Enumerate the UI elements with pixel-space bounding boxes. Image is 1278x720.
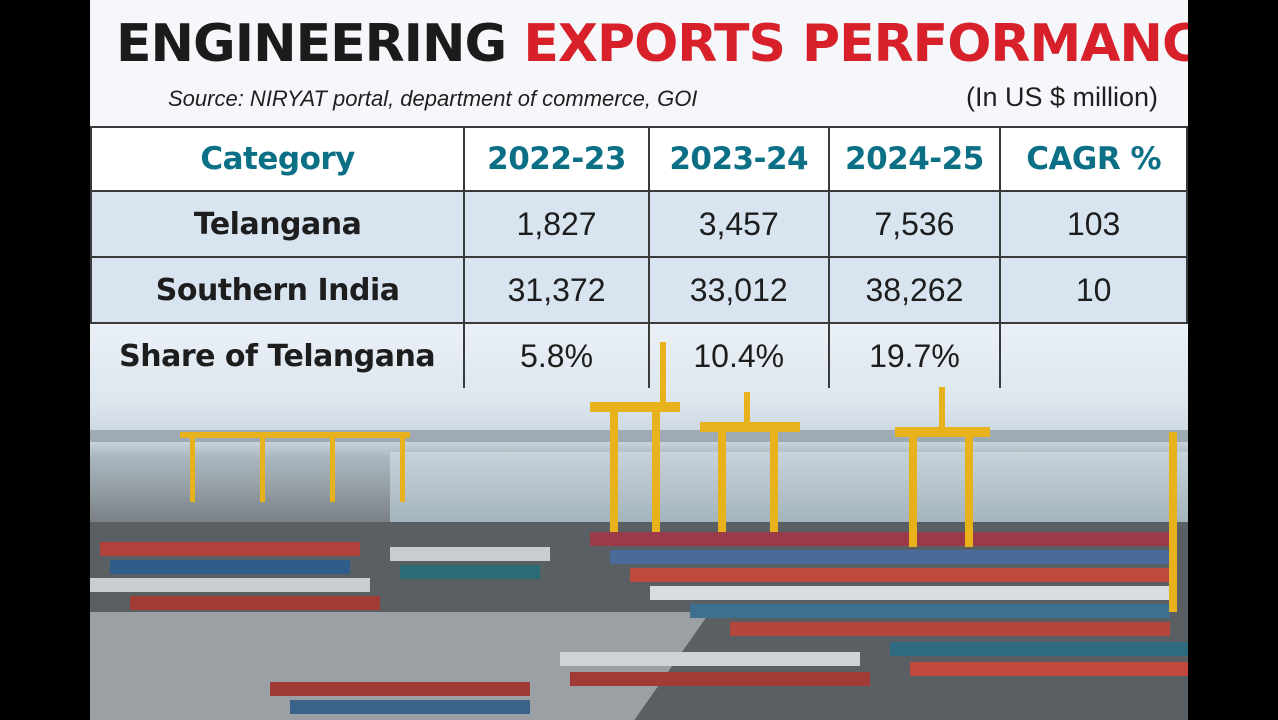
table-cell: 19.7% bbox=[827, 322, 1002, 388]
port-crane bbox=[1165, 432, 1185, 612]
table-cell: 33,012 bbox=[647, 256, 830, 324]
table-cell: 5.8% bbox=[463, 322, 650, 388]
port-container-yard-photo bbox=[90, 322, 1188, 720]
container-stack bbox=[630, 568, 1170, 582]
container-stack bbox=[650, 586, 1170, 600]
port-crane bbox=[895, 387, 990, 547]
river-water bbox=[390, 452, 1188, 532]
table-cell: 3,457 bbox=[647, 190, 830, 258]
header: ENGINEERING EXPORTS PERFORMANCE Source: … bbox=[90, 0, 1188, 126]
table-cell: 38,262 bbox=[827, 256, 1002, 324]
container-stack bbox=[110, 560, 350, 574]
table-cell: 10.4% bbox=[647, 322, 830, 388]
container-stack bbox=[610, 550, 1170, 564]
row-label: Southern India bbox=[90, 256, 466, 324]
table-row: Southern India 31,372 33,012 38,262 10 bbox=[90, 256, 1188, 324]
title-part-1: ENGINEERING bbox=[116, 14, 507, 74]
table-cell: 10 bbox=[999, 256, 1188, 324]
table-cell: 1,827 bbox=[463, 190, 650, 258]
header-2023-24: 2023-24 bbox=[647, 126, 830, 192]
row-label: Share of Telangana bbox=[91, 322, 466, 388]
table-row: Share of Telangana 5.8% 10.4% 19.7% bbox=[91, 322, 1187, 388]
table-cell: 103 bbox=[999, 190, 1188, 258]
port-crane-group bbox=[180, 422, 410, 502]
title-part-2: EXPORTS PERFORMANCE bbox=[523, 14, 1188, 74]
unit-note: (In US $ million) bbox=[965, 82, 1158, 112]
port-crane bbox=[700, 392, 800, 532]
header-2022-23: 2022-23 bbox=[463, 126, 650, 192]
container-stack bbox=[730, 622, 1170, 636]
table-cell: 7,536 bbox=[827, 190, 1002, 258]
container-stack bbox=[690, 604, 1170, 618]
table-row: Telangana 1,827 3,457 7,536 103 bbox=[90, 190, 1188, 258]
table-cell-empty bbox=[1000, 323, 1187, 388]
header-cagr: CAGR % bbox=[999, 126, 1188, 192]
container-stack bbox=[560, 652, 860, 666]
page-title: ENGINEERING EXPORTS PERFORMANCE bbox=[116, 14, 1188, 74]
container-stack bbox=[400, 565, 540, 579]
header-category: Category bbox=[90, 126, 466, 192]
container-stack bbox=[910, 662, 1188, 676]
table-header-row: Category 2022-23 2023-24 2024-25 CAGR % bbox=[90, 126, 1188, 192]
row-label: Telangana bbox=[90, 190, 466, 258]
source-note: Source: NIRYAT portal, department of com… bbox=[168, 86, 698, 111]
header-2024-25: 2024-25 bbox=[827, 126, 1002, 192]
container-stack bbox=[270, 682, 530, 696]
container-stack bbox=[130, 596, 380, 610]
container-stack bbox=[570, 672, 870, 686]
exports-table: Category 2022-23 2023-24 2024-25 CAGR % … bbox=[90, 126, 1188, 388]
container-stack bbox=[390, 547, 550, 561]
container-stack bbox=[90, 578, 370, 592]
container-stack bbox=[890, 642, 1188, 656]
table-cell: 31,372 bbox=[463, 256, 650, 324]
infographic-panel: ENGINEERING EXPORTS PERFORMANCE Source: … bbox=[90, 0, 1188, 720]
container-stack bbox=[590, 532, 1170, 546]
container-stack bbox=[290, 700, 530, 714]
container-stack bbox=[100, 542, 360, 556]
